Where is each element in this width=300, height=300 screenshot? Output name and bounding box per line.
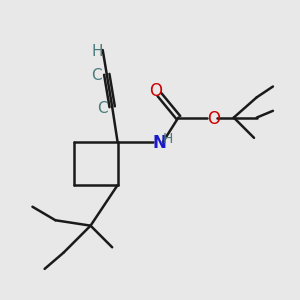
Text: N: N: [152, 134, 167, 152]
Text: C: C: [91, 68, 102, 83]
Text: H: H: [162, 132, 173, 146]
Text: O: O: [207, 110, 220, 128]
Text: O: O: [149, 82, 162, 100]
Text: C: C: [98, 100, 108, 116]
Text: H: H: [92, 44, 103, 59]
